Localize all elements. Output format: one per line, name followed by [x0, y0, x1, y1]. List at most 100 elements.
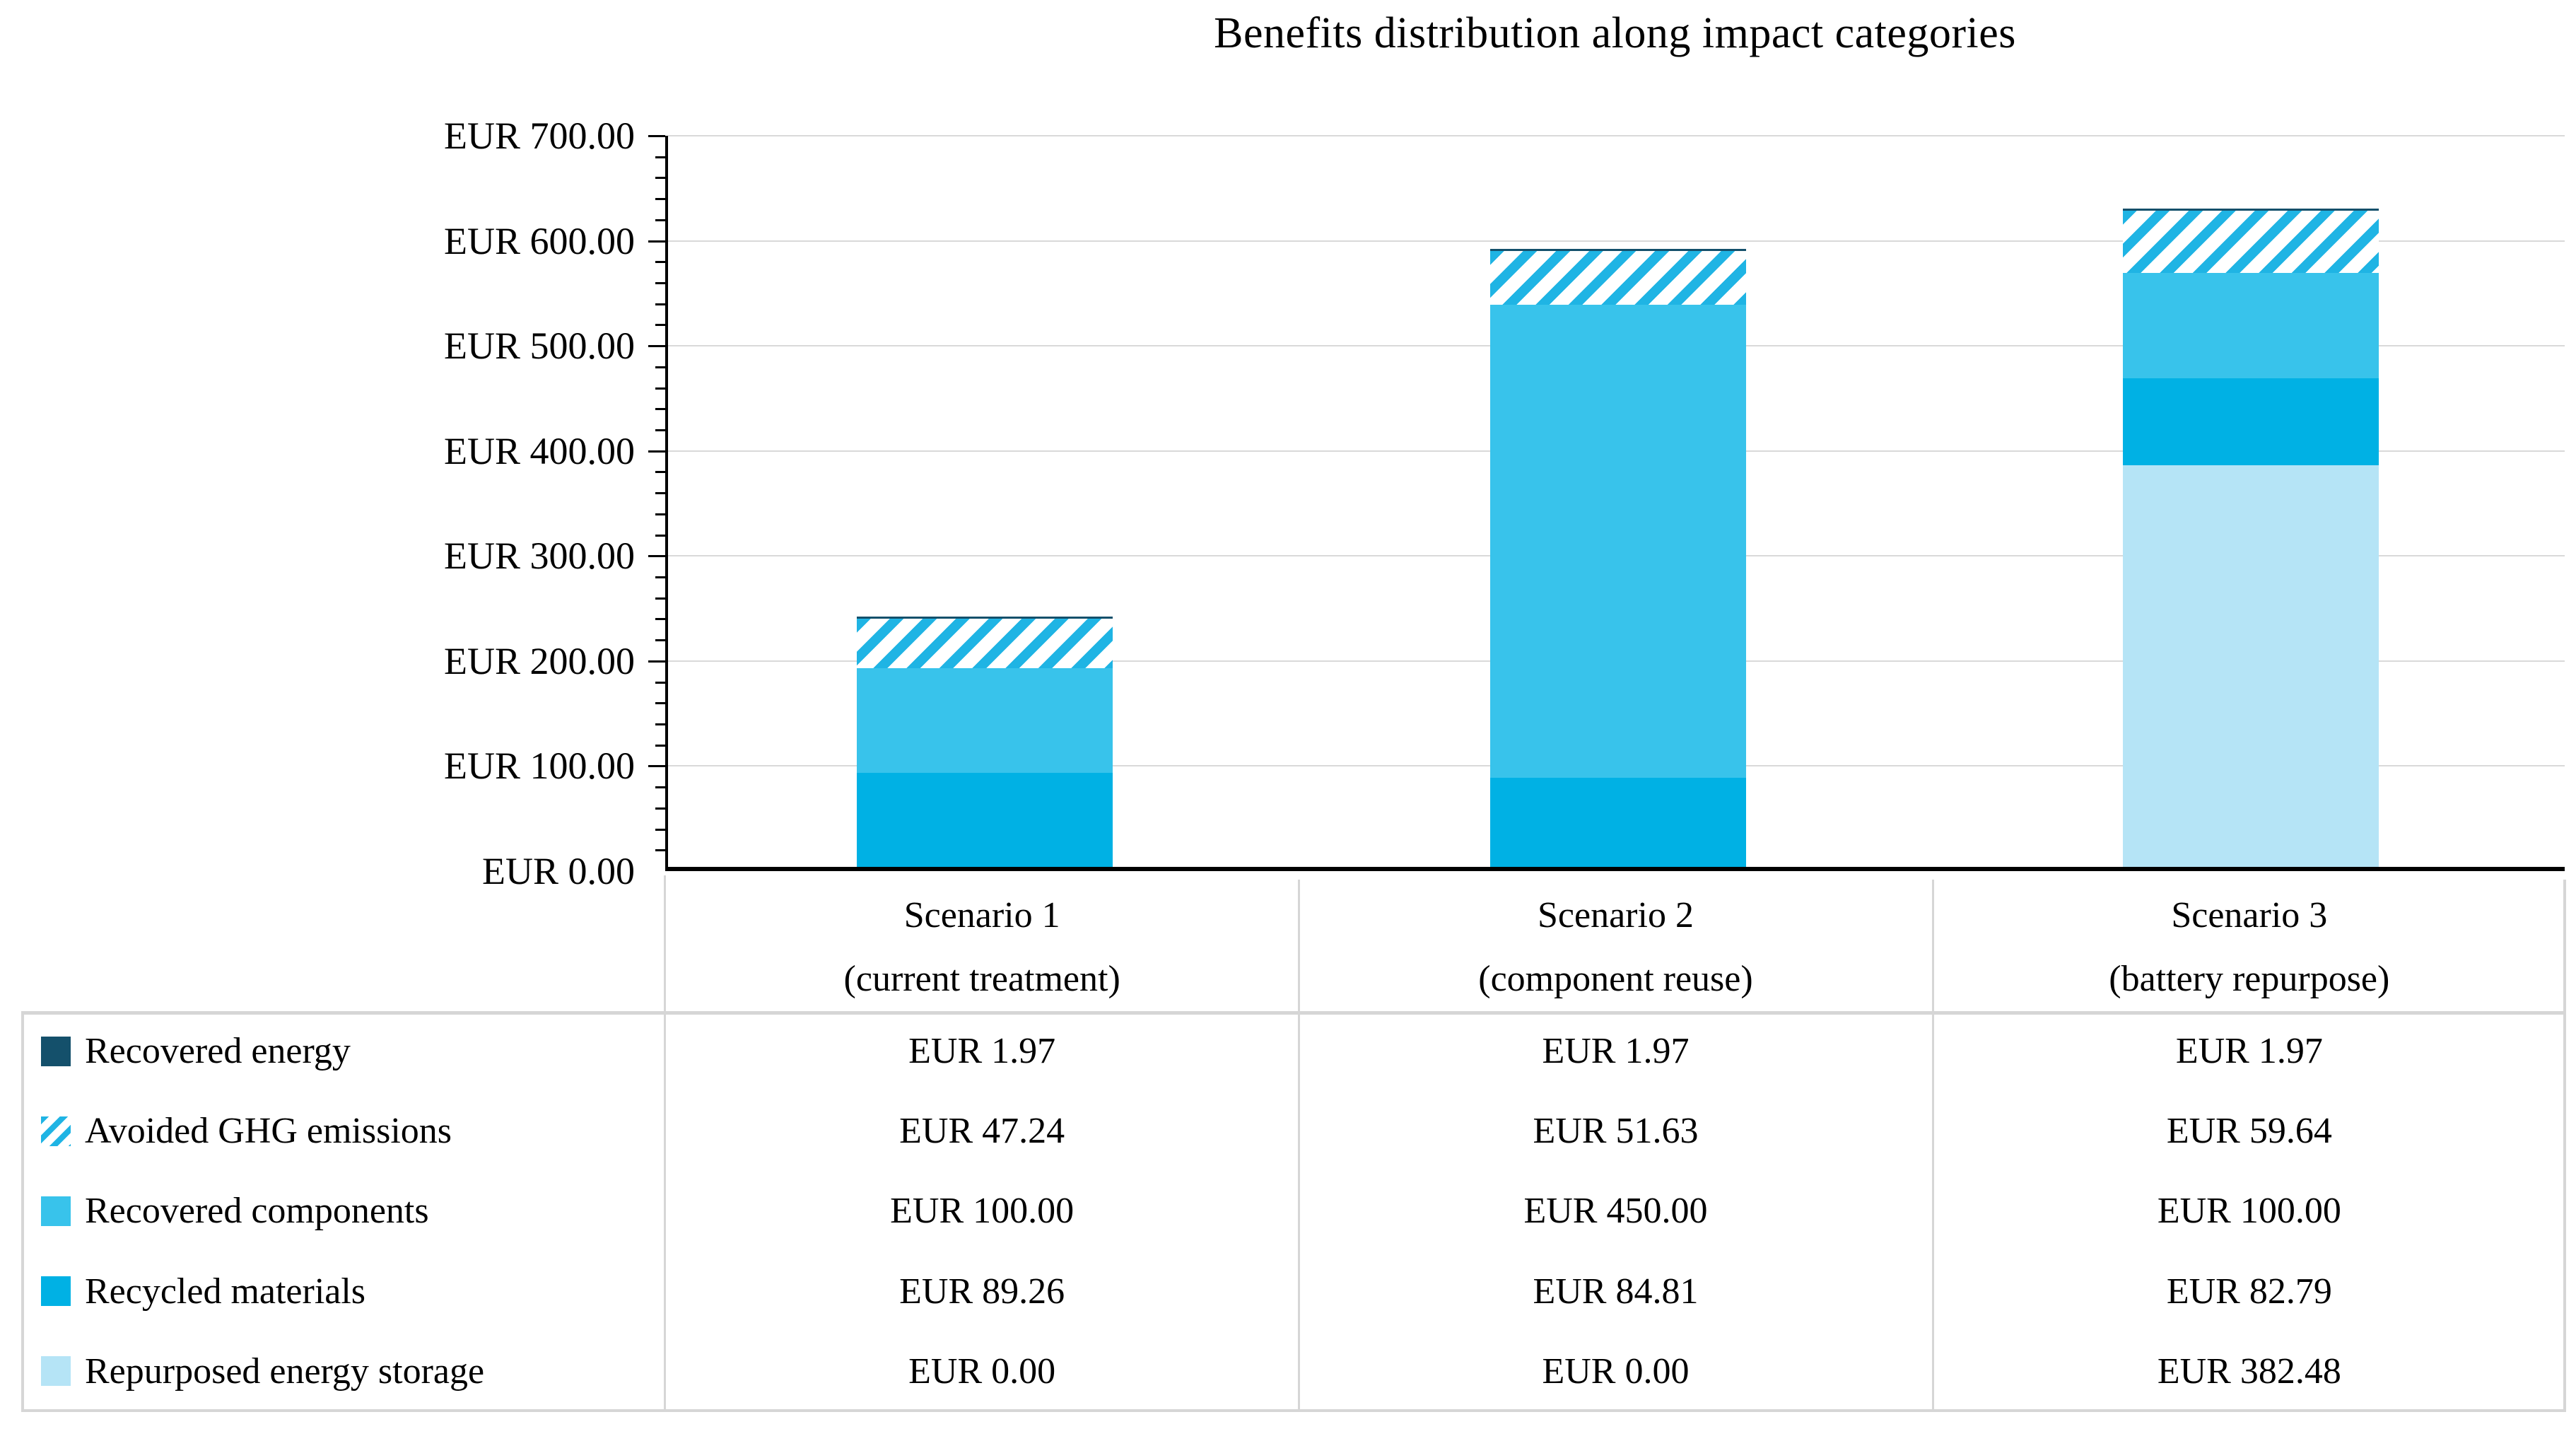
minor-tick-360 [655, 492, 665, 495]
table-cell-recycled-s2: EUR 84.81 [1533, 1271, 1699, 1312]
legend-swatch-recycled-materials-icon [41, 1276, 71, 1307]
legend-item-avoided-ghg: Avoided GHG emissions [21, 1091, 665, 1171]
minor-tick-660 [655, 177, 665, 180]
bar-segment-components-scenario-1 [856, 667, 1113, 774]
bar-scenario-2 [1489, 132, 1746, 867]
minor-tick-120 [655, 744, 665, 747]
table-cell-ghg-s2: EUR 51.63 [1533, 1111, 1699, 1152]
table-cell-recycled-s1: EUR 89.26 [899, 1271, 1065, 1312]
bar-segment-ghg-scenario-2 [1489, 250, 1746, 305]
minor-tick-620 [655, 218, 665, 221]
minor-tick-260 [655, 597, 665, 600]
minor-tick-20 [655, 849, 665, 852]
minor-tick-320 [655, 534, 665, 537]
major-tick-200 [648, 660, 665, 663]
minor-tick-680 [655, 156, 665, 158]
bar-scenario-1 [856, 132, 1113, 867]
bar-segment-energy-scenario-1 [856, 616, 1113, 619]
y-axis-tick-label: EUR 700.00 [444, 115, 635, 157]
bar-segment-components-scenario-3 [2123, 273, 2379, 378]
gridline-600 [668, 240, 2565, 242]
table-corner-cell [21, 884, 665, 1011]
legend-label-avoided-ghg: Avoided GHG emissions [85, 1111, 452, 1152]
legend-swatch-recovered-energy-icon [41, 1036, 71, 1066]
legend-swatch-avoided-ghg-icon [41, 1116, 71, 1146]
column-header-scenario-1: Scenario 1 (current treatment) [665, 884, 1299, 1011]
table-cell-recycled-s3: EUR 82.79 [2166, 1271, 2332, 1312]
minor-tick-640 [655, 198, 665, 201]
table-divider-col2 [1298, 880, 1300, 1411]
scenario-2-subtitle: (component reuse) [1478, 959, 1753, 999]
minor-tick-460 [655, 387, 665, 390]
table-header-bottom-line [21, 1011, 2566, 1015]
table-cell-energy-s2: EUR 1.97 [1542, 1031, 1690, 1072]
column-header-scenario-3: Scenario 3 (battery repurpose) [1933, 884, 2566, 1011]
column-header-scenario-2: Scenario 2 (component reuse) [1299, 884, 1932, 1011]
minor-tick-420 [655, 429, 665, 431]
gridline-700 [668, 135, 2565, 136]
minor-tick-160 [655, 702, 665, 705]
scenario-1-name: Scenario 1 [903, 895, 1060, 935]
legend-label-repurposed-energy-storage: Repurposed energy storage [85, 1351, 485, 1392]
legend-label-recovered-components: Recovered components [85, 1191, 429, 1232]
bar-segment-recycled-scenario-1 [856, 773, 1113, 867]
chart-title: Benefits distribution along impact categ… [1214, 9, 2016, 57]
legend-label-recovered-energy: Recovered energy [85, 1031, 351, 1072]
table-cell-energy-s1: EUR 1.97 [908, 1031, 1056, 1072]
legend-swatch-recovered-components-icon [41, 1196, 71, 1226]
bar-segment-ghg-scenario-3 [2123, 210, 2379, 274]
table-border-bottom [21, 1409, 2566, 1412]
table-cell-components-s1: EUR 100.00 [890, 1191, 1075, 1232]
y-axis-tick-label: EUR 100.00 [444, 745, 635, 788]
major-tick-700 [648, 135, 665, 137]
bar-segment-recycled-scenario-2 [1489, 778, 1746, 867]
y-axis-tick-label: EUR 600.00 [444, 219, 635, 262]
y-axis-tick-label: EUR 400.00 [444, 429, 635, 472]
plot-area [648, 135, 2565, 871]
legend-item-recycled-materials: Recycled materials [21, 1252, 665, 1331]
scenario-1-subtitle: (current treatment) [843, 959, 1120, 999]
data-table: Scenario 1 (current treatment) Scenario … [21, 884, 2566, 1411]
table-cell-repurposed-s3: EUR 382.48 [2157, 1351, 2341, 1392]
bar-segment-ghg-scenario-1 [856, 618, 1113, 668]
minor-tick-560 [655, 282, 665, 284]
minor-tick-580 [655, 261, 665, 264]
major-tick-300 [648, 555, 665, 558]
legend-item-recovered-energy: Recovered energy [21, 1011, 665, 1091]
minor-tick-280 [655, 576, 665, 578]
minor-tick-60 [655, 807, 665, 810]
minor-tick-480 [655, 366, 665, 368]
table-cell-repurposed-s2: EUR 0.00 [1542, 1351, 1690, 1392]
minor-tick-340 [655, 513, 665, 515]
minor-tick-40 [655, 828, 665, 831]
minor-tick-540 [655, 303, 665, 305]
legend-item-recovered-components: Recovered components [21, 1171, 665, 1251]
bar-scenario-3 [2123, 132, 2379, 867]
legend-swatch-repurposed-energy-storage-icon [41, 1356, 71, 1387]
table-cell-components-s2: EUR 450.00 [1523, 1191, 1708, 1232]
major-tick-100 [648, 765, 665, 768]
table-border-right [2563, 880, 2566, 1411]
bar-segment-energy-scenario-3 [2123, 208, 2379, 211]
table-cell-components-s3: EUR 100.00 [2157, 1191, 2341, 1232]
y-axis-tick-label: EUR 500.00 [444, 325, 635, 368]
scenario-2-name: Scenario 2 [1538, 895, 1694, 935]
major-tick-500 [648, 345, 665, 348]
minor-tick-380 [655, 471, 665, 474]
table-divider-col1 [664, 875, 666, 1411]
bar-segment-components-scenario-2 [1489, 305, 1746, 778]
scenario-3-name: Scenario 3 [2171, 895, 2328, 935]
bar-segment-energy-scenario-2 [1489, 248, 1746, 251]
bar-segment-repurposed-scenario-3 [2123, 465, 2379, 867]
minor-tick-180 [655, 681, 665, 684]
table-border-left [21, 1011, 24, 1411]
bar-segment-recycled-scenario-3 [2123, 378, 2379, 465]
minor-tick-440 [655, 408, 665, 411]
minor-tick-240 [655, 618, 665, 621]
legend-label-recycled-materials: Recycled materials [85, 1271, 366, 1312]
minor-tick-140 [655, 723, 665, 725]
major-tick-400 [648, 450, 665, 453]
minor-tick-520 [655, 324, 665, 327]
scenario-3-subtitle: (battery repurpose) [2109, 959, 2390, 999]
